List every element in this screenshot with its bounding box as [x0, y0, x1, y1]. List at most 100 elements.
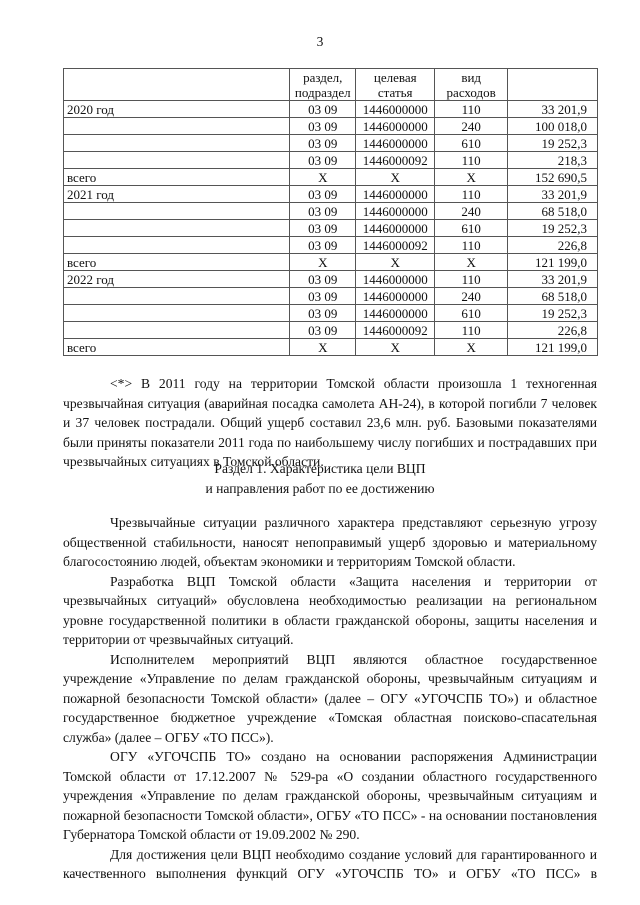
footnote: <*> В 2011 году на территории Томской об…	[63, 374, 597, 472]
table-cell: 226,8	[507, 236, 598, 254]
table-header-row: раздел, подраздел целевая статья вид рас…	[62, 68, 598, 101]
table-cell: всего	[62, 338, 291, 356]
table-cell: 1446000092	[355, 321, 436, 339]
table-cell: 1446000092	[355, 236, 436, 254]
table-cell	[62, 304, 291, 322]
table-cell: 610	[434, 219, 509, 237]
header-cell: вид расходов	[434, 68, 509, 101]
table-cell: 03 09	[289, 151, 357, 169]
table-cell: 2022 год	[62, 270, 291, 288]
table-cell: 03 09	[289, 117, 357, 135]
table-row: 2022 год 03 09 1446000000 110 33 201,9	[62, 270, 598, 288]
paragraph: Исполнителем мероприятий ВЦП являются об…	[63, 651, 597, 745]
table-cell: 110	[434, 236, 509, 254]
table-cell: X	[289, 338, 357, 356]
table-row: 03 09 1446000000 240 100 018,0	[62, 117, 598, 135]
table-cell: 110	[434, 185, 509, 203]
header-cell: целевая статья	[355, 68, 436, 101]
paragraph: ОГУ «УГОЧСПБ ТО» создано на основании ра…	[63, 749, 597, 842]
table-cell	[62, 117, 291, 135]
table-cell: 1446000000	[355, 202, 436, 220]
table-row: всего X X X 121 199,0	[62, 253, 598, 271]
table-row: 03 09 1446000000 610 19 252,3	[62, 219, 598, 237]
table-cell: 03 09	[289, 321, 357, 339]
table-cell: 226,8	[507, 321, 598, 339]
table-cell	[62, 202, 291, 220]
table-row: 03 09 1446000092 110 226,8	[62, 321, 598, 339]
table-cell: X	[434, 338, 509, 356]
table-cell: всего	[62, 168, 291, 186]
table-cell: X	[355, 253, 436, 271]
table-cell: 03 09	[289, 185, 357, 203]
paragraph: Чрезвычайные ситуации различного характе…	[63, 515, 597, 569]
table-cell: всего	[62, 253, 291, 271]
table-cell: 68 518,0	[507, 287, 598, 305]
table-cell: 610	[434, 134, 509, 152]
table-cell: 1446000000	[355, 134, 436, 152]
header-cell	[507, 68, 598, 101]
table-cell	[62, 321, 291, 339]
table-row: всего X X X 121 199,0	[62, 338, 598, 356]
table-cell: 1446000000	[355, 100, 436, 118]
table-cell	[62, 236, 291, 254]
table-cell: 19 252,3	[507, 219, 598, 237]
table-cell: 100 018,0	[507, 117, 598, 135]
table-row: 03 09 1446000000 240 68 518,0	[62, 287, 598, 305]
table-cell: X	[434, 253, 509, 271]
table-cell: 1446000000	[355, 219, 436, 237]
table-cell: 19 252,3	[507, 134, 598, 152]
table-cell: 240	[434, 287, 509, 305]
table-cell: 218,3	[507, 151, 598, 169]
table-cell: 1446000000	[355, 185, 436, 203]
table-cell: 110	[434, 321, 509, 339]
header-cell	[62, 68, 291, 101]
table-row: всего X X X 152 690,5	[62, 168, 598, 186]
table-row: 03 09 1446000092 110 226,8	[62, 236, 598, 254]
table-cell: 03 09	[289, 100, 357, 118]
table-cell: 03 09	[289, 134, 357, 152]
table-cell	[62, 134, 291, 152]
footnote-text: <*> В 2011 году на территории Томской об…	[63, 376, 597, 469]
table-cell: 240	[434, 117, 509, 135]
table-cell: X	[289, 253, 357, 271]
table-cell: 19 252,3	[507, 304, 598, 322]
table-row: 2021 год 03 09 1446000000 110 33 201,9	[62, 185, 598, 203]
table-cell: 03 09	[289, 219, 357, 237]
table-row: 03 09 1446000092 110 218,3	[62, 151, 598, 169]
table-cell: 1446000000	[355, 287, 436, 305]
table-row: 03 09 1446000000 610 19 252,3	[62, 304, 598, 322]
table-cell	[62, 151, 291, 169]
table-cell: 33 201,9	[507, 270, 598, 288]
table-row: 03 09 1446000000 240 68 518,0	[62, 202, 598, 220]
paragraph: Разработка ВЦП Томской области «Защита н…	[63, 573, 597, 648]
table-cell: 240	[434, 202, 509, 220]
table-cell: 03 09	[289, 270, 357, 288]
table-row: 2020 год 03 09 1446000000 110 33 201,9	[62, 100, 598, 118]
table-cell: X	[355, 338, 436, 356]
table-cell: 110	[434, 270, 509, 288]
table-cell: 152 690,5	[507, 168, 598, 186]
paragraph: Для достижения цели ВЦП необходимо созда…	[63, 846, 597, 882]
section-heading-line: и направления работ по ее достижению	[205, 480, 435, 496]
table-cell: 03 09	[289, 202, 357, 220]
table-cell	[62, 287, 291, 305]
table-cell: 33 201,9	[507, 100, 598, 118]
table-cell: X	[355, 168, 436, 186]
table-cell: 2021 год	[62, 185, 291, 203]
table-cell: 110	[434, 100, 509, 118]
table-cell: 03 09	[289, 236, 357, 254]
table-cell: 1446000092	[355, 151, 436, 169]
table-cell: 68 518,0	[507, 202, 598, 220]
table-cell: 121 199,0	[507, 338, 598, 356]
table-cell: 610	[434, 304, 509, 322]
table-cell: 03 09	[289, 304, 357, 322]
section-heading: Раздел 1. Характеристика цели ВЦП и напр…	[0, 459, 640, 498]
table-cell	[62, 219, 291, 237]
budget-table: раздел, подраздел целевая статья вид рас…	[62, 68, 598, 356]
table-cell: 03 09	[289, 287, 357, 305]
table-cell: X	[434, 168, 509, 186]
table-cell: 110	[434, 151, 509, 169]
table-cell: 2020 год	[62, 100, 291, 118]
table-cell: X	[289, 168, 357, 186]
table-cell: 33 201,9	[507, 185, 598, 203]
